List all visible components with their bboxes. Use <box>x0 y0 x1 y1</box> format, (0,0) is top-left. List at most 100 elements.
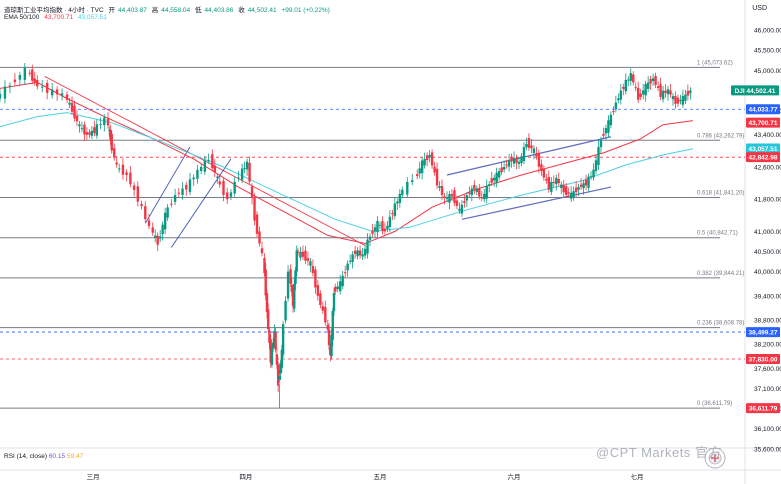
candle-body <box>161 224 164 235</box>
high-value: 44,558.04 <box>161 7 191 14</box>
candle-body <box>36 79 39 87</box>
candle-body <box>376 220 379 233</box>
candle-body <box>637 88 640 100</box>
candle-body <box>309 261 312 266</box>
y-tick-label: 42,600.00 <box>754 164 781 171</box>
candle-body <box>106 118 110 126</box>
y-tick-label: 37,600.00 <box>754 366 781 373</box>
fib-level-label: 0.618 (41,841.20) <box>697 191 744 197</box>
x-tick-label: 三月 <box>87 473 100 481</box>
candle-body <box>609 114 613 126</box>
change-value: +99.01 (+0.22%) <box>281 7 330 14</box>
candle-body <box>505 164 508 166</box>
candle-body <box>361 254 364 257</box>
ema100-line <box>0 112 693 232</box>
candle-body <box>547 176 551 190</box>
candle-body <box>156 235 159 245</box>
candle-body <box>125 172 128 176</box>
rsi-legend[interactable]: RSI (14, close) 60.15 59.47 <box>4 453 83 460</box>
candle-body <box>264 269 267 296</box>
candle-body <box>88 132 91 135</box>
candle-body <box>260 248 264 254</box>
candle-body <box>406 181 409 195</box>
candle-body <box>336 286 339 290</box>
ema-legend[interactable]: EMA 50/100 43,700.71 43,057.51 <box>4 14 110 21</box>
candle-body <box>332 292 336 311</box>
candle-body <box>443 196 446 198</box>
candle-body <box>55 89 59 95</box>
candle-body <box>78 124 81 127</box>
y-tick-label: 41,000.00 <box>754 229 781 236</box>
candle-body <box>627 79 630 81</box>
candle-body <box>331 310 334 340</box>
candle-body <box>557 179 560 184</box>
price-tag-label: 36,611.79 <box>749 406 778 413</box>
candle-body <box>263 257 266 274</box>
rsi-value-1: 60.15 <box>48 453 66 460</box>
candle-body <box>463 201 466 203</box>
candle-body <box>510 156 513 162</box>
price-tag-label: 43,057.51 <box>749 146 778 153</box>
candle-body <box>50 89 54 96</box>
fib-level-label: 1 (45,073.62) <box>697 60 733 66</box>
candle-body <box>651 78 655 82</box>
candle-body <box>515 157 518 163</box>
price-tag-label: 38,499.27 <box>749 330 778 337</box>
candle-body <box>248 162 251 182</box>
candle-body <box>250 186 254 199</box>
candle-body <box>60 93 64 96</box>
candle-body <box>121 164 125 175</box>
candle-body <box>500 167 503 173</box>
watermark: @CPT Markets 官方 <box>596 445 722 460</box>
candle-body <box>95 124 99 136</box>
candle-body <box>530 145 533 149</box>
candle-body <box>612 111 615 113</box>
candle-body <box>604 128 608 134</box>
candle-body <box>273 330 276 344</box>
candle-body <box>527 137 531 148</box>
candle-body <box>330 334 333 357</box>
candle-body <box>416 174 419 177</box>
fib-level-label: 0.5 (40,842.71) <box>697 231 738 237</box>
candle-body <box>659 84 662 97</box>
candle-body <box>532 148 536 153</box>
candle-body <box>108 129 111 131</box>
candle-body <box>255 214 259 234</box>
candle-body <box>522 147 526 162</box>
candle-body <box>113 148 116 158</box>
price-tag <box>746 403 780 414</box>
currency-label[interactable]: USD <box>752 5 767 12</box>
candle-body <box>669 90 672 95</box>
price-tag-label: 43,700.71 <box>749 120 778 127</box>
candle-body <box>393 203 397 217</box>
candle-body <box>45 82 49 93</box>
candle-body <box>517 161 521 164</box>
candle-body <box>396 201 399 204</box>
candle-body <box>173 195 177 202</box>
candle-body <box>448 194 451 203</box>
candle-body <box>475 188 478 192</box>
candle-body <box>689 90 692 94</box>
candle-body <box>291 288 295 307</box>
candle-body <box>304 250 307 261</box>
candle-body <box>386 225 389 229</box>
candle-body <box>560 184 563 188</box>
price-tag-label: DJI 44,502.41 <box>735 88 776 95</box>
candle-body <box>13 79 17 83</box>
candle-body <box>229 192 233 197</box>
candle-body <box>351 254 354 262</box>
candle-body <box>582 183 585 189</box>
candle-body <box>614 102 618 110</box>
candle-body <box>293 283 296 309</box>
candle-body <box>144 206 147 220</box>
candle-body <box>542 168 546 178</box>
candle-body <box>483 193 486 200</box>
candle-body <box>641 90 645 95</box>
y-tick-label: 38,200.00 <box>754 342 781 349</box>
candle-body <box>274 332 277 350</box>
candle-body <box>565 186 568 195</box>
candle-body <box>327 329 331 346</box>
y-tick-label: 36,100.00 <box>754 426 781 433</box>
candle-body <box>346 263 349 271</box>
